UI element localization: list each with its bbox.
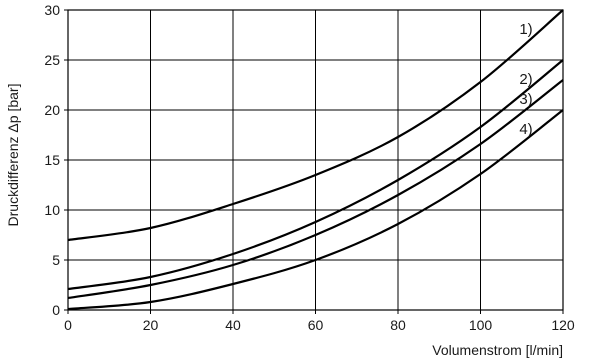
grid (68, 10, 563, 310)
x-tick-label: 40 (225, 317, 241, 333)
y-tick-label: 5 (52, 252, 60, 268)
y-tick-label: 20 (44, 102, 60, 118)
y-tick-label: 0 (52, 302, 60, 318)
x-tick-label: 100 (469, 317, 493, 333)
x-tick-labels: 0 20 40 60 80 100 120 (64, 317, 575, 333)
series-label-2: 2) (519, 71, 532, 88)
curves (67, 9, 564, 311)
series-label-1: 1) (519, 21, 532, 38)
y-tick-label: 30 (44, 2, 60, 18)
series-label-4: 4) (519, 121, 532, 138)
y-tick-labels: 0 5 10 15 20 25 30 (44, 2, 60, 318)
y-tick-label: 25 (44, 52, 60, 68)
y-axis-label: Druckdifferenz Δp [bar] (5, 84, 21, 227)
series-line-4 (67, 109, 564, 311)
y-tick-label: 10 (44, 202, 60, 218)
x-tick-label: 120 (551, 317, 575, 333)
series-line-2 (67, 59, 564, 291)
y-tick-label: 15 (44, 152, 60, 168)
x-tick-label: 60 (308, 317, 324, 333)
x-tick-label: 80 (390, 317, 406, 333)
series-label-3: 3) (519, 91, 532, 108)
axis-ticks (64, 9, 564, 314)
x-tick-label: 0 (64, 317, 72, 333)
x-axis-label: Volumenstrom [l/min] (432, 342, 563, 358)
series-line-3 (67, 79, 564, 300)
series-line-1 (67, 9, 564, 242)
x-tick-label: 20 (143, 317, 159, 333)
series-labels: 1) 2) 3) 4) (519, 21, 532, 138)
